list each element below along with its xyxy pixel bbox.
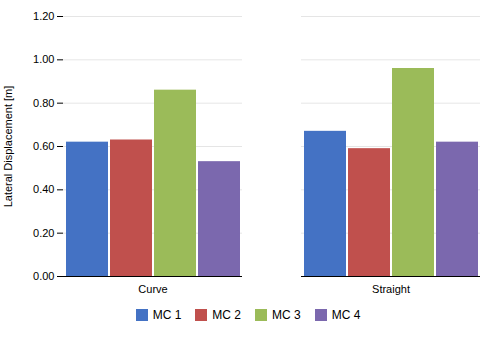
svg-text:Curve: Curve: [138, 283, 167, 295]
svg-text:0.40: 0.40: [33, 183, 54, 195]
svg-text:0.80: 0.80: [33, 97, 54, 109]
html-text:MC 4: MC 4: [331, 308, 361, 322]
svg-text:0.60: 0.60: [33, 140, 54, 152]
html-text:MC 2: MC 2: [212, 308, 241, 322]
svg-text:Lateral Displacement [m]: Lateral Displacement [m]: [2, 86, 14, 208]
svg-text:0.00: 0.00: [33, 270, 54, 282]
svg-text:1.00: 1.00: [33, 53, 54, 65]
svg-text:1.20: 1.20: [33, 10, 54, 22]
svg-text:Straight: Straight: [372, 283, 410, 295]
html-text:MC 1: MC 1: [152, 308, 182, 322]
html-text:MC 3: MC 3: [272, 308, 301, 322]
svg-text:0.20: 0.20: [33, 227, 54, 239]
